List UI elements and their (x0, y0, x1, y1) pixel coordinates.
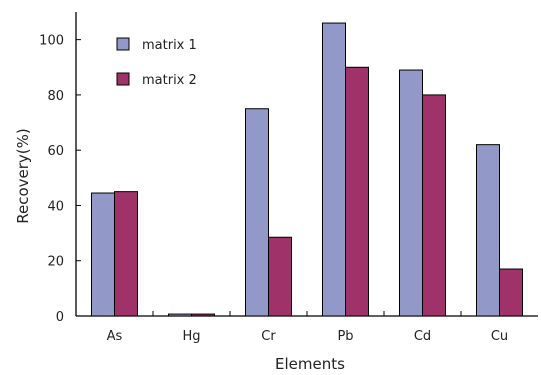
y-axis: 0 20 40 60 80 100 (39, 34, 81, 325)
bar-hg-series-1 (168, 313, 192, 317)
y-tick-label: 80 (47, 89, 64, 104)
x-tick-label: Pb (337, 329, 353, 344)
bar-cr-series-2 (268, 236, 292, 317)
y-tick-label: 0 (56, 310, 64, 325)
x-axis-title: Elements (275, 355, 345, 371)
x-tick-label: Cr (261, 329, 276, 344)
y-tick-label: 100 (39, 34, 64, 49)
legend-swatch-series-2 (116, 72, 130, 86)
x-axis: As Hg Cr Pb Cd Cu (107, 311, 508, 344)
bar-cd-series-2 (422, 94, 446, 317)
legend-swatch-series-1 (116, 37, 130, 51)
bar-cr-series-1 (245, 108, 269, 317)
bar-hg-series-2 (191, 313, 215, 317)
bar-as-series-2 (114, 191, 138, 317)
legend-label-series-2: matrix 2 (142, 73, 197, 88)
bar-cd-series-1 (399, 69, 423, 317)
bar-pb-series-2 (345, 66, 369, 317)
plot-frame (75, 12, 538, 317)
y-tick-label: 60 (47, 144, 64, 159)
bar-cu-series-1 (476, 144, 500, 317)
legend-label-series-1: matrix 1 (142, 38, 197, 53)
bar-as-series-1 (91, 192, 115, 317)
x-tick-label: Cu (491, 329, 508, 344)
bar-pb-series-1 (322, 22, 346, 317)
x-tick-label: Cd (414, 329, 431, 344)
x-tick-label: Hg (182, 329, 200, 344)
legend: matrix 1 matrix 2 (116, 37, 197, 88)
x-tick-label: As (107, 329, 123, 344)
y-axis-title: Recovery(%) (14, 128, 32, 224)
y-tick-label: 20 (47, 255, 64, 270)
bars-layer (91, 22, 523, 317)
bar-cu-series-2 (499, 268, 523, 317)
y-tick-label: 40 (47, 199, 64, 214)
